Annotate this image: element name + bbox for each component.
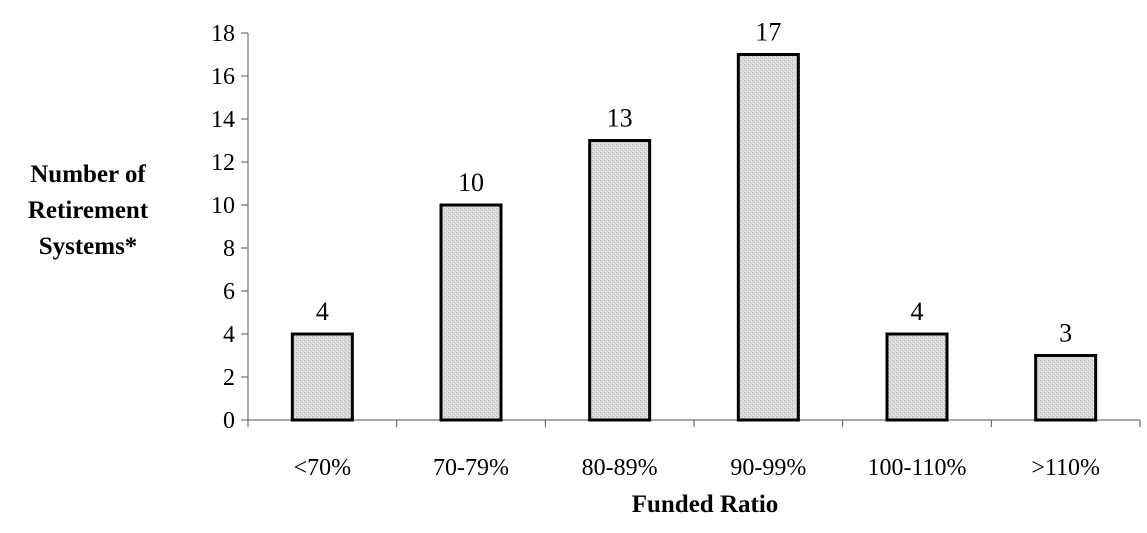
bar xyxy=(736,53,800,422)
x-tick-label: 90-99% xyxy=(730,455,806,481)
x-tick-label: 70-79% xyxy=(433,455,509,481)
y-tick-label: 12 xyxy=(211,150,235,176)
bar xyxy=(290,332,354,422)
bar xyxy=(1034,354,1098,422)
data-label: 10 xyxy=(458,168,484,197)
y-tick-label: 14 xyxy=(211,107,235,133)
axes xyxy=(241,32,1141,427)
y-tick-label: 2 xyxy=(223,365,235,391)
data-label: 4 xyxy=(316,297,329,326)
y-axis-title: Number of Retirement Systems* xyxy=(28,161,149,260)
y-tick-label: 10 xyxy=(211,193,235,219)
y-tick-label: 8 xyxy=(223,236,235,262)
y-axis-title-line-3: Systems* xyxy=(39,233,138,260)
data-label: 13 xyxy=(607,104,633,133)
y-tick-label: 0 xyxy=(223,408,235,434)
y-tick-label: 16 xyxy=(211,64,235,90)
bars xyxy=(290,53,1098,422)
y-tick-label: 18 xyxy=(211,21,235,47)
x-tick-labels: <70% 70-79% 80-89% 90-99% 100-110% >110% xyxy=(294,455,1100,481)
bar xyxy=(439,203,503,422)
data-labels: 4 10 13 17 4 3 xyxy=(316,18,1072,348)
x-tick-label: <70% xyxy=(294,455,352,481)
data-label: 4 xyxy=(911,297,924,326)
bar xyxy=(885,332,949,422)
data-label: 3 xyxy=(1059,319,1072,348)
x-tick-label: 80-89% xyxy=(582,455,658,481)
y-tick-label: 4 xyxy=(223,322,235,348)
x-tick-label: >110% xyxy=(1031,455,1100,481)
y-tick-labels: 0 2 4 6 8 10 12 14 16 18 xyxy=(211,21,235,434)
y-axis-title-line-2: Retirement xyxy=(28,197,149,224)
y-tick-label: 6 xyxy=(223,279,235,305)
data-label: 17 xyxy=(755,18,781,47)
x-axis-title: Funded Ratio xyxy=(632,491,779,518)
bar xyxy=(588,139,652,422)
y-axis-title-line-1: Number of xyxy=(30,161,146,188)
x-tick-label: 100-110% xyxy=(867,455,966,481)
